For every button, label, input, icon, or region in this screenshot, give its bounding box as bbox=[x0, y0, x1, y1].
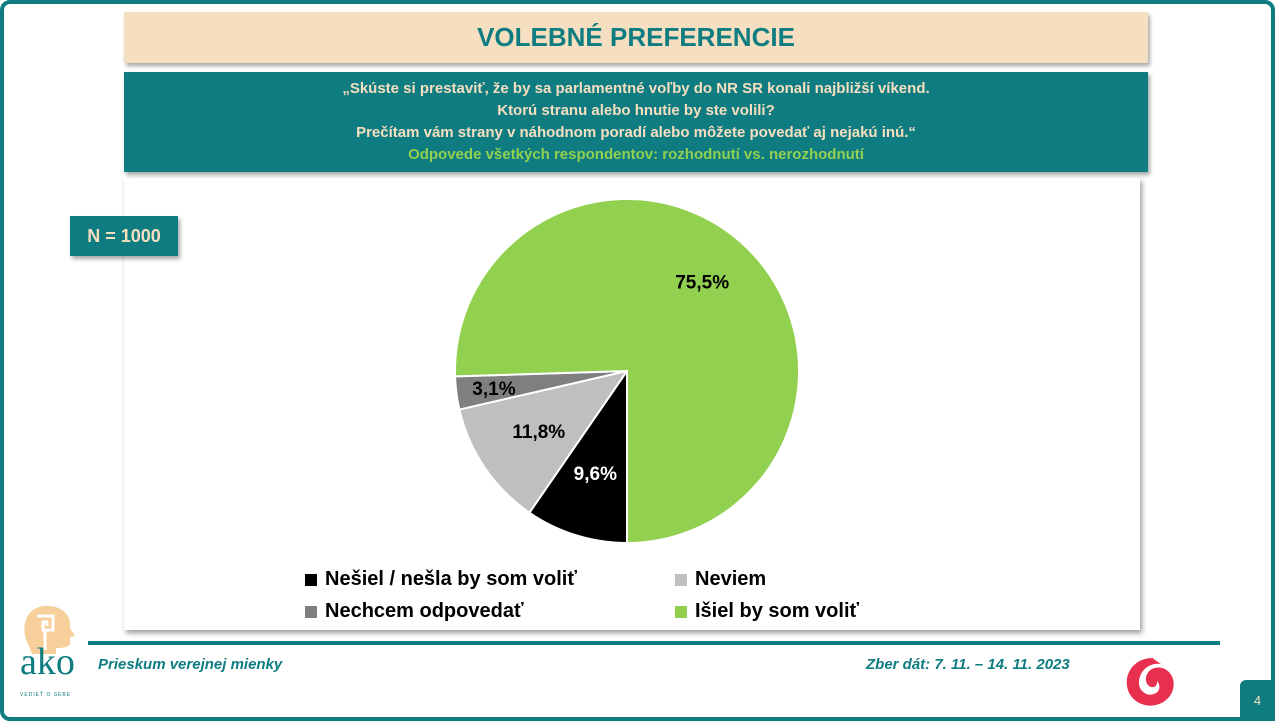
pie-slice bbox=[454, 198, 800, 545]
legend-item: Išiel by som voliť bbox=[675, 600, 895, 623]
question-box: „Skúste si prestaviť, že by sa parlament… bbox=[124, 72, 1148, 172]
question-line: Ktorú stranu alebo hnutie by ste volili? bbox=[497, 102, 775, 119]
legend: Nešiel / nešla by som voliť Neviem Nechcem… bbox=[305, 568, 895, 623]
legend-label: Išiel by som voliť bbox=[695, 600, 860, 622]
logo-word: ako bbox=[20, 641, 75, 683]
pie-slice bbox=[458, 369, 630, 515]
legend-label: Nešiel / nešla by som voliť bbox=[325, 568, 577, 590]
footer-divider bbox=[88, 641, 1220, 645]
legend-item: Nešiel / nešla by som voliť bbox=[305, 568, 675, 591]
legend-swatch bbox=[675, 573, 687, 586]
ako-logo: ako VEDIEŤ O SEBE bbox=[16, 604, 86, 704]
question-line: Prečítam vám strany v náhodnom poradí al… bbox=[356, 124, 916, 141]
pie-data-label: 3,1% bbox=[472, 379, 515, 400]
pie-data-label: 11,8% bbox=[512, 422, 565, 443]
legend-item: Nechcem odpovedať bbox=[305, 600, 675, 623]
pie-data-label: 9,6% bbox=[574, 464, 617, 485]
legend-label: Nechcem odpovedať bbox=[325, 600, 524, 622]
legend-item: Neviem bbox=[675, 568, 895, 591]
question-subtitle: Odpovede všetkých respondentov: rozhodnu… bbox=[408, 146, 864, 163]
legend-swatch bbox=[305, 573, 317, 586]
slide-title: VOLEBNÉ PREFERENCIE bbox=[124, 12, 1148, 63]
question-line: „Skúste si prestaviť, že by sa parlament… bbox=[342, 80, 930, 97]
legend-swatch bbox=[305, 605, 317, 618]
sample-size-badge: N = 1000 bbox=[70, 216, 178, 256]
page-number: 4 bbox=[1240, 680, 1275, 721]
legend-label: Neviem bbox=[695, 568, 767, 590]
footer-survey-label: Prieskum verejnej mienky bbox=[98, 656, 283, 673]
pie-data-label: 75,5% bbox=[675, 272, 729, 293]
footer-date-range: Zber dát: 7. 11. – 14. 11. 2023 bbox=[866, 656, 1070, 673]
legend-swatch bbox=[675, 605, 687, 618]
logo-tagline: VEDIEŤ O SEBE bbox=[20, 692, 72, 698]
head-icon bbox=[24, 605, 76, 654]
pie-slice bbox=[528, 367, 628, 545]
swirl-logo-icon bbox=[1126, 658, 1174, 706]
